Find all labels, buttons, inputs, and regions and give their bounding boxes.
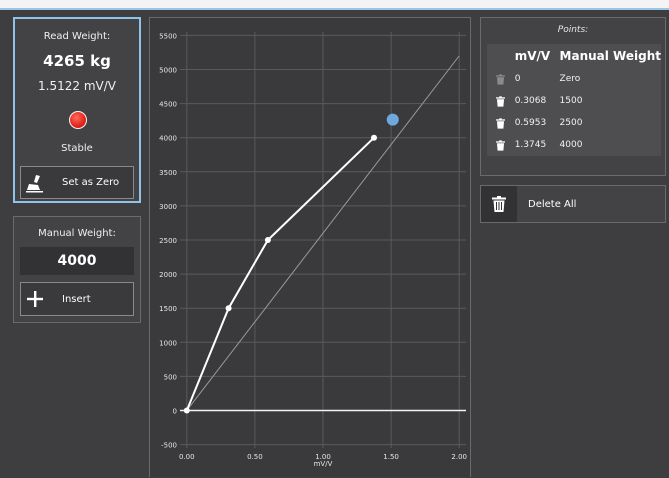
read-weight-panel: Read Weight: 4265 kg 1.5122 mV/V Stable … <box>13 17 141 203</box>
row-mvv: 0.3068 <box>514 96 547 106</box>
delete-all-label: Delete All <box>528 198 577 210</box>
manual-weight-panel: Manual Weight: Insert <box>13 216 141 323</box>
trash-icon <box>496 95 506 107</box>
row-delete-button[interactable] <box>487 112 515 134</box>
y-tick-label: 5000 <box>159 67 177 75</box>
y-tick-label: 1500 <box>159 305 177 313</box>
points-table-row: 0.5953 2500 <box>487 112 661 134</box>
trash-icon <box>496 117 506 129</box>
manual-weight-title: Manual Weight: <box>38 228 116 239</box>
x-tick-label: 0.00 <box>179 453 195 461</box>
row-manual-weight: 4000 <box>559 140 583 150</box>
set-as-zero-label: Set as Zero <box>62 177 120 188</box>
insert-label: Insert <box>62 293 91 305</box>
current-reading-point <box>386 113 399 126</box>
y-tick-label: 3000 <box>159 203 177 211</box>
calibration-point <box>371 134 378 141</box>
status-label: Stable <box>61 143 93 154</box>
calibration-chart-svg: -500 0 500 1000 1500 2000 2500 3000 3500 4000 4500… <box>159 32 467 468</box>
manual-weight-input[interactable] <box>20 247 134 275</box>
row-manual-weight: 1500 <box>559 96 583 106</box>
set-as-zero-button[interactable]: Set as Zero <box>20 166 134 199</box>
calibration-line <box>185 136 375 411</box>
points-table-row: 1.3745 4000 <box>487 134 661 156</box>
x-axis-label: mV/V <box>314 460 333 468</box>
y-tick-label: 5500 <box>159 32 177 40</box>
y-tick-label: 2500 <box>159 237 177 245</box>
window-top-strip <box>0 0 669 10</box>
trash-icon <box>496 139 506 151</box>
y-tick-label: 1000 <box>159 339 177 347</box>
reference-line <box>186 55 460 411</box>
y-tick-label: 4000 <box>159 135 177 143</box>
row-delete-button[interactable] <box>487 90 515 112</box>
row-delete-button[interactable] <box>487 134 515 156</box>
accent-line <box>0 8 669 10</box>
x-tick-label: 2.00 <box>451 453 467 461</box>
points-table-row: 0.3068 1500 <box>487 90 661 112</box>
row-delete-button <box>487 68 515 90</box>
points-table: mV/V Manual Weight 0 Zero 0.3068 1500 0.5953… <box>487 44 661 156</box>
status-led-icon <box>69 111 87 129</box>
row-mvv: 0.5953 <box>514 118 547 128</box>
y-tick-label: -500 <box>161 442 177 450</box>
broom-icon <box>21 167 49 198</box>
points-panel: Points: mV/V Manual Weight 0 Zero 0.3068 15… <box>480 17 666 176</box>
trash-icon <box>496 73 506 85</box>
column-header-manual-weight: Manual Weight <box>559 49 661 63</box>
row-manual-weight: Zero <box>559 74 581 84</box>
plus-icon <box>21 283 49 315</box>
read-weight-value: 4265 kg <box>43 52 111 70</box>
read-weight-title: Read Weight: <box>43 31 111 42</box>
calibration-point <box>225 305 232 312</box>
row-manual-weight: 2500 <box>559 118 583 128</box>
column-header-mvv: mV/V <box>514 49 551 63</box>
points-title: Points: <box>557 25 589 35</box>
y-tick-label: 500 <box>164 373 177 381</box>
calibration-chart: -500 0 500 1000 1500 2000 2500 3000 3500 4000 4500… <box>149 17 471 477</box>
calibration-point <box>183 407 190 414</box>
delete-all-button[interactable]: Delete All <box>480 185 666 223</box>
read-mvv-value: 1.5122 mV/V <box>38 79 116 93</box>
x-tick-label: 1.00 <box>315 453 331 461</box>
y-tick-label: 0 <box>173 407 177 415</box>
points-table-header: mV/V Manual Weight <box>487 44 661 68</box>
y-tick-label: 4500 <box>159 101 177 109</box>
y-tick-label: 3500 <box>159 169 177 177</box>
y-tick-label: 2000 <box>159 271 177 279</box>
calibration-point <box>264 237 271 243</box>
points-table-row: 0 Zero <box>487 68 661 90</box>
row-mvv: 1.3745 <box>514 140 547 150</box>
x-tick-label: 1.50 <box>383 453 399 461</box>
x-tick-label: 0.50 <box>247 453 263 461</box>
insert-button[interactable]: Insert <box>20 282 134 316</box>
row-mvv: 0 <box>514 74 521 84</box>
trash-icon <box>481 186 517 222</box>
